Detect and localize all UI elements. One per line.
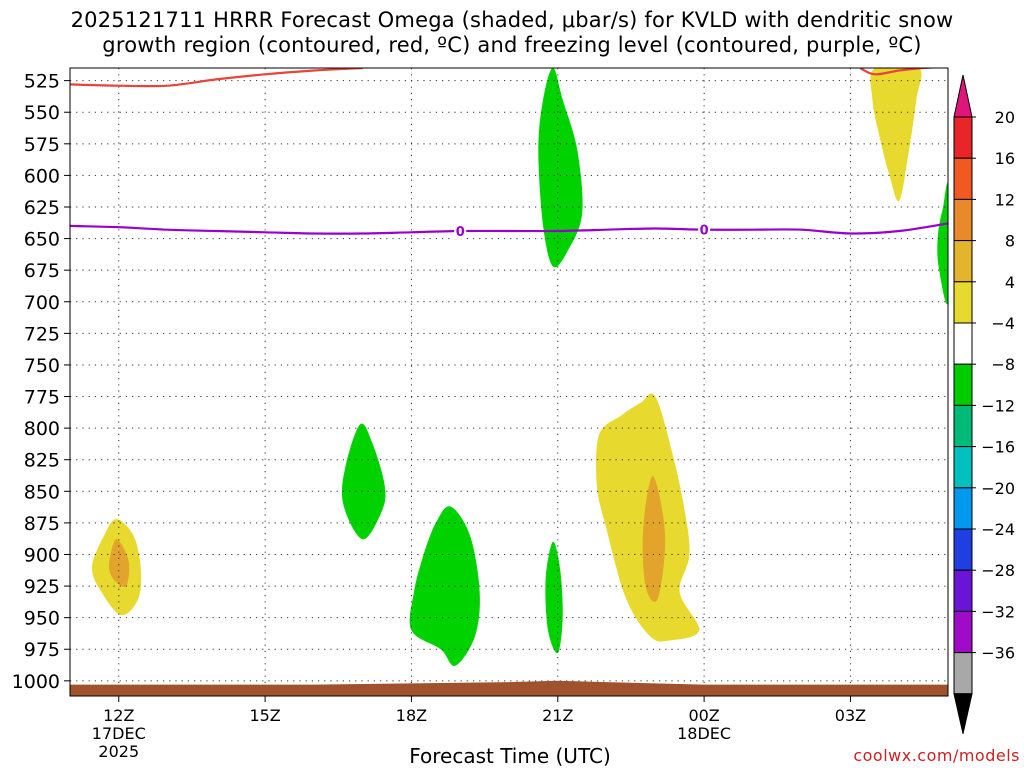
terrain (70, 680, 948, 696)
colorbar: 20 16 12 8 4 −4 −8 −12 −16 −20 −24 −28 −32 −36 (953, 74, 1015, 734)
colorbar-label-4: 4 (1005, 273, 1015, 292)
y-tick-label-950: 950 (24, 608, 60, 630)
y-axis: 525 550 575 600 625 650 675 700 725 750 775 800 825 8… (12, 71, 70, 693)
y-tick-label-900: 900 (24, 544, 60, 566)
y-tick-label-700: 700 (24, 292, 60, 314)
site-credit: coolwx.com/models (853, 746, 1020, 765)
colorbar-band-2 (953, 198, 973, 242)
y-tick-label-650: 650 (24, 229, 60, 251)
colorbar-band-6 (953, 363, 973, 406)
colorbar-band-9 (953, 487, 973, 530)
colorbar-band-5 (953, 322, 973, 365)
dgz-contour-line-0 (70, 68, 363, 88)
x-tick-label-15-0: 03Z (835, 706, 866, 725)
y-tick-label-625: 625 (24, 197, 60, 219)
x-tick-label-12-0: 00Z (688, 706, 719, 725)
y-tick-label-600: 600 (24, 165, 60, 187)
x-axis-title: Forecast Time (UTC) (409, 744, 611, 768)
omega-region-3 (545, 541, 563, 654)
colorbar-label-3: 8 (1005, 232, 1015, 251)
y-tick-label-525: 525 (24, 71, 60, 93)
y-tick-label-675: 675 (24, 260, 60, 282)
colorbar-label-0: 20 (995, 108, 1015, 127)
freezing-level-label-1: 0 (700, 224, 709, 239)
colorbar-band-7 (953, 404, 973, 448)
dgz-contour-line-1 (859, 68, 944, 76)
x-tick-label-0-0: 12Z (103, 706, 134, 725)
x-tick-label-6-0: 18Z (396, 706, 427, 725)
x-tick-label-9-0: 21Z (542, 706, 573, 725)
y-tick-label-875: 875 (24, 513, 60, 535)
omega-region-8 (108, 539, 130, 587)
terrain-fill (70, 680, 948, 696)
freezing-level-label-bg-1 (698, 221, 711, 238)
colorbar-top-arrow (953, 74, 973, 118)
y-tick-label-825: 825 (24, 450, 60, 472)
y-tick-label-975: 975 (24, 639, 60, 661)
colorbar-band-0 (953, 116, 973, 159)
colorbar-label-9: −20 (981, 479, 1015, 498)
colorbar-band-8 (953, 446, 973, 489)
omega-region-9 (642, 476, 666, 602)
x-tick-label-0-2: 2025 (98, 742, 139, 761)
omega-region-2 (409, 506, 480, 666)
freezing-level-label-0: 0 (456, 225, 465, 240)
y-tick-label-725: 725 (24, 323, 60, 345)
y-tick-label-750: 750 (24, 355, 60, 377)
y-tick-label-850: 850 (24, 481, 60, 503)
y-tick-label-775: 775 (24, 387, 60, 409)
colorbar-band-12 (953, 610, 973, 654)
colorbar-label-10: −24 (981, 520, 1015, 539)
colorbar-label-6: −8 (991, 355, 1015, 374)
x-tick-label-0-1: 17DEC (92, 724, 146, 743)
colorbar-bottom-arrow (953, 693, 973, 734)
colorbar-band-10 (953, 528, 973, 571)
colorbar-band-3 (953, 240, 973, 283)
colorbar-band-1 (953, 157, 973, 200)
colorbar-label-12: −32 (981, 602, 1015, 621)
colorbar-label-11: −28 (981, 561, 1015, 580)
chart-title-line1: 2025121711 HRRR Forecast Omega (shaded, … (70, 8, 954, 32)
colorbar-band-11 (953, 569, 973, 612)
colorbar-label-7: −12 (981, 396, 1015, 415)
colorbar-band-4 (953, 281, 973, 324)
y-tick-label-800: 800 (24, 418, 60, 440)
colorbar-label-5: −4 (991, 314, 1015, 333)
colorbar-band-13 (953, 652, 973, 695)
freezing-level-line (70, 222, 948, 235)
gridlines (70, 68, 948, 696)
omega-region-4 (937, 183, 948, 305)
colorbar-label-8: −16 (981, 438, 1015, 457)
y-tick-label-575: 575 (24, 134, 60, 156)
freezing-level-label-bg-0 (454, 223, 467, 240)
x-tick-label-12-1: 18DEC (677, 724, 731, 743)
colorbar-label-2: 12 (995, 190, 1015, 209)
omega-shading (91, 68, 948, 666)
colorbar-label-1: 16 (995, 149, 1015, 168)
plot-frame (69, 67, 949, 697)
y-tick-label-1000: 1000 (12, 671, 60, 693)
omega-region-0 (538, 68, 583, 268)
colorbar-label-13: −36 (981, 644, 1015, 663)
omega-region-7 (870, 68, 922, 202)
y-tick-label-550: 550 (24, 102, 60, 124)
y-tick-label-925: 925 (24, 576, 60, 598)
omega-region-1 (341, 423, 386, 540)
chart-title-line2: growth region (contoured, red, ºC) and f… (102, 33, 922, 57)
x-tick-label-3-0: 15Z (249, 706, 280, 725)
